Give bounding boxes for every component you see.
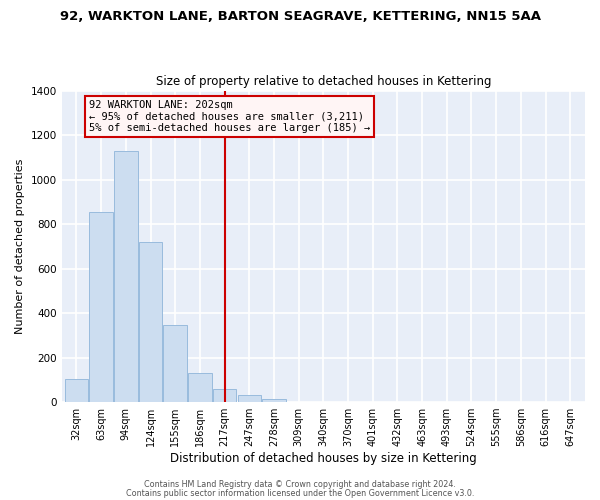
Text: 92 WARKTON LANE: 202sqm
← 95% of detached houses are smaller (3,211)
5% of semi-: 92 WARKTON LANE: 202sqm ← 95% of detache…	[89, 100, 370, 133]
Text: Contains HM Land Registry data © Crown copyright and database right 2024.: Contains HM Land Registry data © Crown c…	[144, 480, 456, 489]
Bar	[114, 151, 137, 402]
Title: Size of property relative to detached houses in Kettering: Size of property relative to detached ho…	[155, 76, 491, 88]
Bar	[188, 373, 212, 402]
Bar	[89, 212, 113, 402]
Bar	[213, 389, 236, 402]
Text: Contains public sector information licensed under the Open Government Licence v3: Contains public sector information licen…	[126, 489, 474, 498]
Bar	[65, 379, 88, 402]
Bar	[139, 242, 162, 402]
X-axis label: Distribution of detached houses by size in Kettering: Distribution of detached houses by size …	[170, 452, 477, 465]
Bar	[163, 326, 187, 402]
Text: 92, WARKTON LANE, BARTON SEAGRAVE, KETTERING, NN15 5AA: 92, WARKTON LANE, BARTON SEAGRAVE, KETTE…	[59, 10, 541, 23]
Y-axis label: Number of detached properties: Number of detached properties	[15, 159, 25, 334]
Bar	[262, 399, 286, 402]
Bar	[238, 396, 261, 402]
